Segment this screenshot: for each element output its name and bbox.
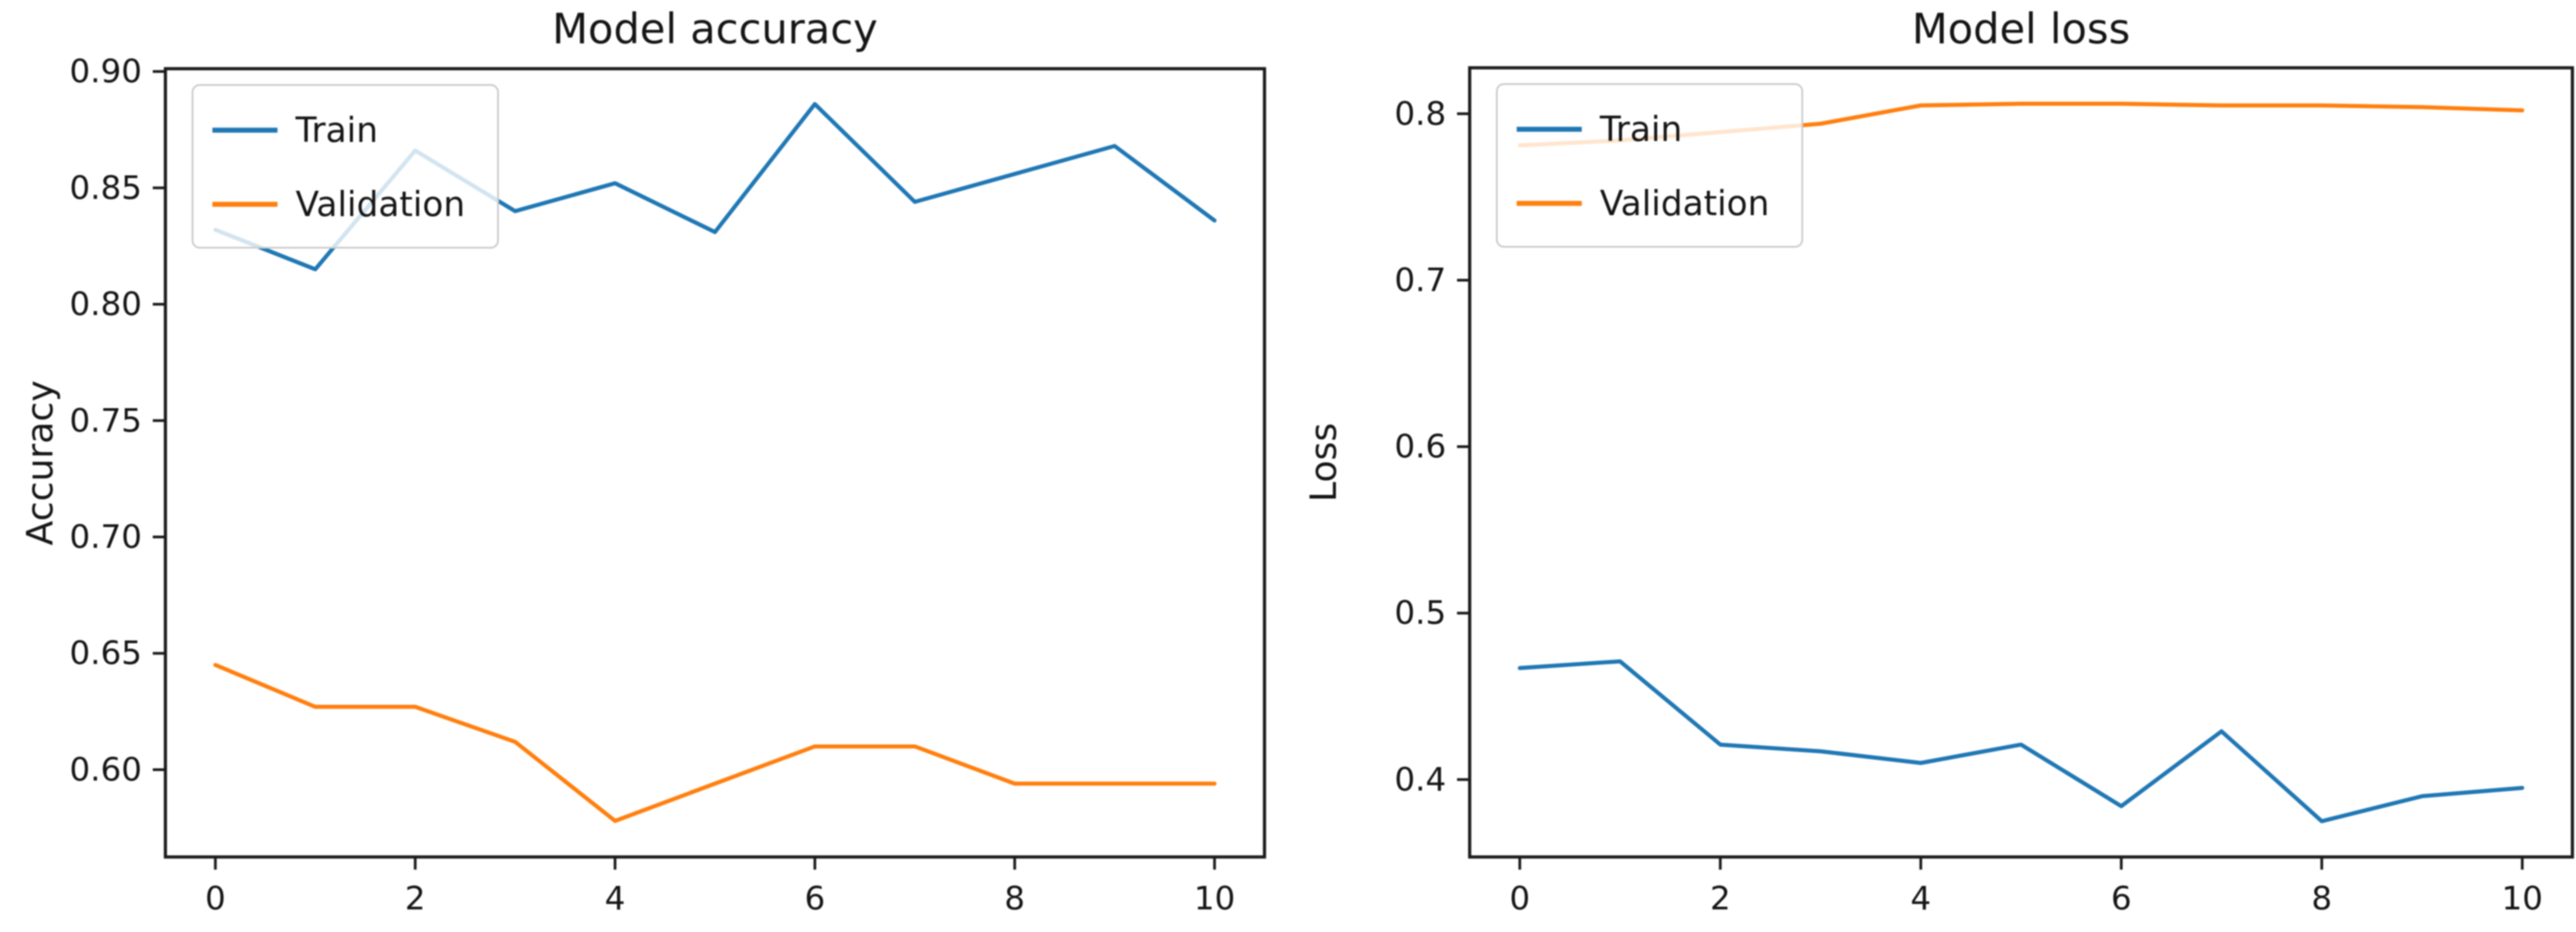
accuracy-axes-frame bbox=[164, 67, 1266, 859]
accuracy-y-tick-label: 0.65 bbox=[70, 635, 142, 673]
accuracy-x-tick-label: 4 bbox=[605, 880, 625, 918]
accuracy-y-tick-label: 0.80 bbox=[70, 287, 142, 324]
chart-loss: 0.8 0.7 0.6 0.5 0.4 0 2 4 6 8 10 Model loss Loss Trai… bbox=[1303, 5, 2574, 918]
accuracy-y-tick-label: 0.60 bbox=[70, 751, 142, 788]
accuracy-legend-box bbox=[192, 84, 499, 249]
loss-y-tick-label: 0.7 bbox=[1395, 262, 1446, 299]
accuracy-y-tick-label: 0.75 bbox=[70, 402, 142, 439]
accuracy-legend-validation-label: Validation bbox=[296, 184, 465, 224]
loss-y-tick-label: 0.4 bbox=[1395, 761, 1446, 798]
accuracy-x-tick-label: 10 bbox=[1194, 880, 1236, 918]
loss-legend-validation-label: Validation bbox=[1600, 184, 1770, 223]
loss-x-tick-label: 2 bbox=[1710, 880, 1731, 918]
loss-legend-train-label: Train bbox=[1599, 109, 1682, 149]
loss-chart-title: Model loss bbox=[1912, 5, 2130, 53]
loss-x-tick-label: 4 bbox=[1911, 880, 1932, 918]
chart-accuracy: 0.90 0.85 0.80 0.75 0.70 0.65 0.60 0 2 4 6 8 10 Model… bbox=[20, 5, 1266, 918]
accuracy-x-tick-label: 6 bbox=[804, 880, 825, 918]
accuracy-x-tick-label: 2 bbox=[405, 880, 426, 918]
accuracy-y-tick-label: 0.85 bbox=[70, 170, 142, 207]
loss-axes-frame bbox=[1468, 66, 2574, 859]
loss-y-axis-label: Loss bbox=[1303, 423, 1345, 503]
accuracy-validation-line bbox=[213, 663, 1217, 824]
loss-x-tick-label: 10 bbox=[2502, 880, 2543, 918]
loss-x-tick-label: 6 bbox=[2111, 880, 2131, 918]
accuracy-legend-train-label: Train bbox=[295, 110, 378, 150]
accuracy-y-axis-label: Accuracy bbox=[20, 381, 61, 546]
accuracy-chart-title: Model accuracy bbox=[552, 5, 878, 53]
loss-y-tick-label: 0.8 bbox=[1395, 96, 1446, 133]
accuracy-y-tick-label: 0.90 bbox=[70, 53, 142, 90]
accuracy-y-tick-label: 0.70 bbox=[70, 519, 142, 556]
loss-y-tick-label: 0.5 bbox=[1395, 595, 1446, 632]
loss-x-tick-label: 0 bbox=[1509, 880, 1530, 918]
loss-y-tick-label: 0.6 bbox=[1395, 428, 1446, 466]
accuracy-x-tick-label: 8 bbox=[1004, 880, 1025, 918]
accuracy-x-tick-label: 0 bbox=[205, 880, 226, 918]
loss-legend-box bbox=[1496, 83, 1803, 248]
loss-train-line bbox=[1518, 659, 2524, 824]
loss-x-tick-label: 8 bbox=[2311, 880, 2332, 918]
